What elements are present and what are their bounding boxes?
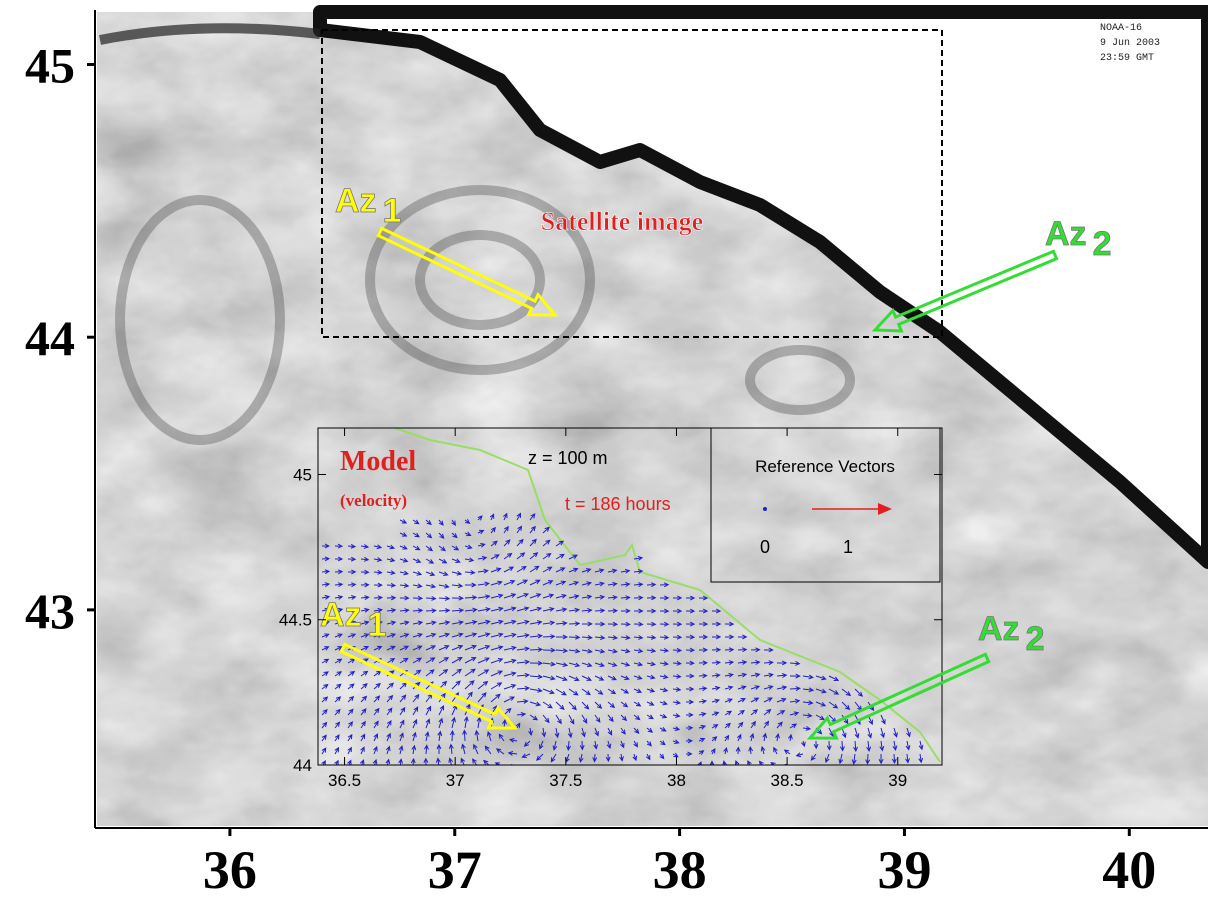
legend-label: 0 [760,537,770,557]
legend-label: 1 [843,537,853,557]
inset-x-tick-label: 38 [667,771,686,790]
region-label: Satellite image [541,207,703,236]
y-tick-label: 44 [25,310,75,366]
header-line: NOAA-16 [1100,23,1142,34]
annotation-text: Az [978,610,1020,648]
annotation-sub: 1 [368,606,387,644]
header-line: 9 Jun 2003 [1100,38,1160,49]
x-tick-label: 36 [203,840,257,899]
legend-zero-vector [763,507,767,511]
y-tick-label: 45 [25,38,75,94]
legend-title: Reference Vectors [755,457,895,476]
inset-x-tick-label: 38.5 [771,771,804,790]
annotation-sub: 1 [383,192,402,230]
inset-subtitle: (velocity) [340,491,407,510]
y-tick-label: 43 [25,583,75,639]
x-tick-label: 39 [877,840,931,899]
header-line: 23:59 GMT [1100,53,1154,64]
time-label: t = 186 hours [565,494,671,514]
x-tick-label: 38 [653,840,707,899]
inset-title: Model [340,446,416,477]
annotation-sub: 2 [1026,620,1045,658]
inset-x-tick-label: 36.5 [328,771,361,790]
depth-label: z = 100 m [528,448,608,468]
inset-y-tick-label: 44.5 [279,611,312,630]
inset-x-tick-label: 37.5 [549,771,582,790]
inset-y-tick-label: 44 [293,756,312,775]
x-tick-label: 40 [1102,840,1156,899]
x-tick-label: 37 [428,840,482,899]
inset-x-tick-label: 39 [888,771,907,790]
annotation-sub: 2 [1093,225,1112,263]
map-figure: Satellite image NOAA-16 9 Jun 2003 23:59… [0,0,1208,899]
inset-x-tick-label: 37 [446,771,465,790]
annotation-text: Az [1045,215,1087,253]
annotation-text: Az [335,182,377,220]
inset-y-tick-label: 45 [293,465,312,484]
annotation-text: Az [320,596,362,634]
